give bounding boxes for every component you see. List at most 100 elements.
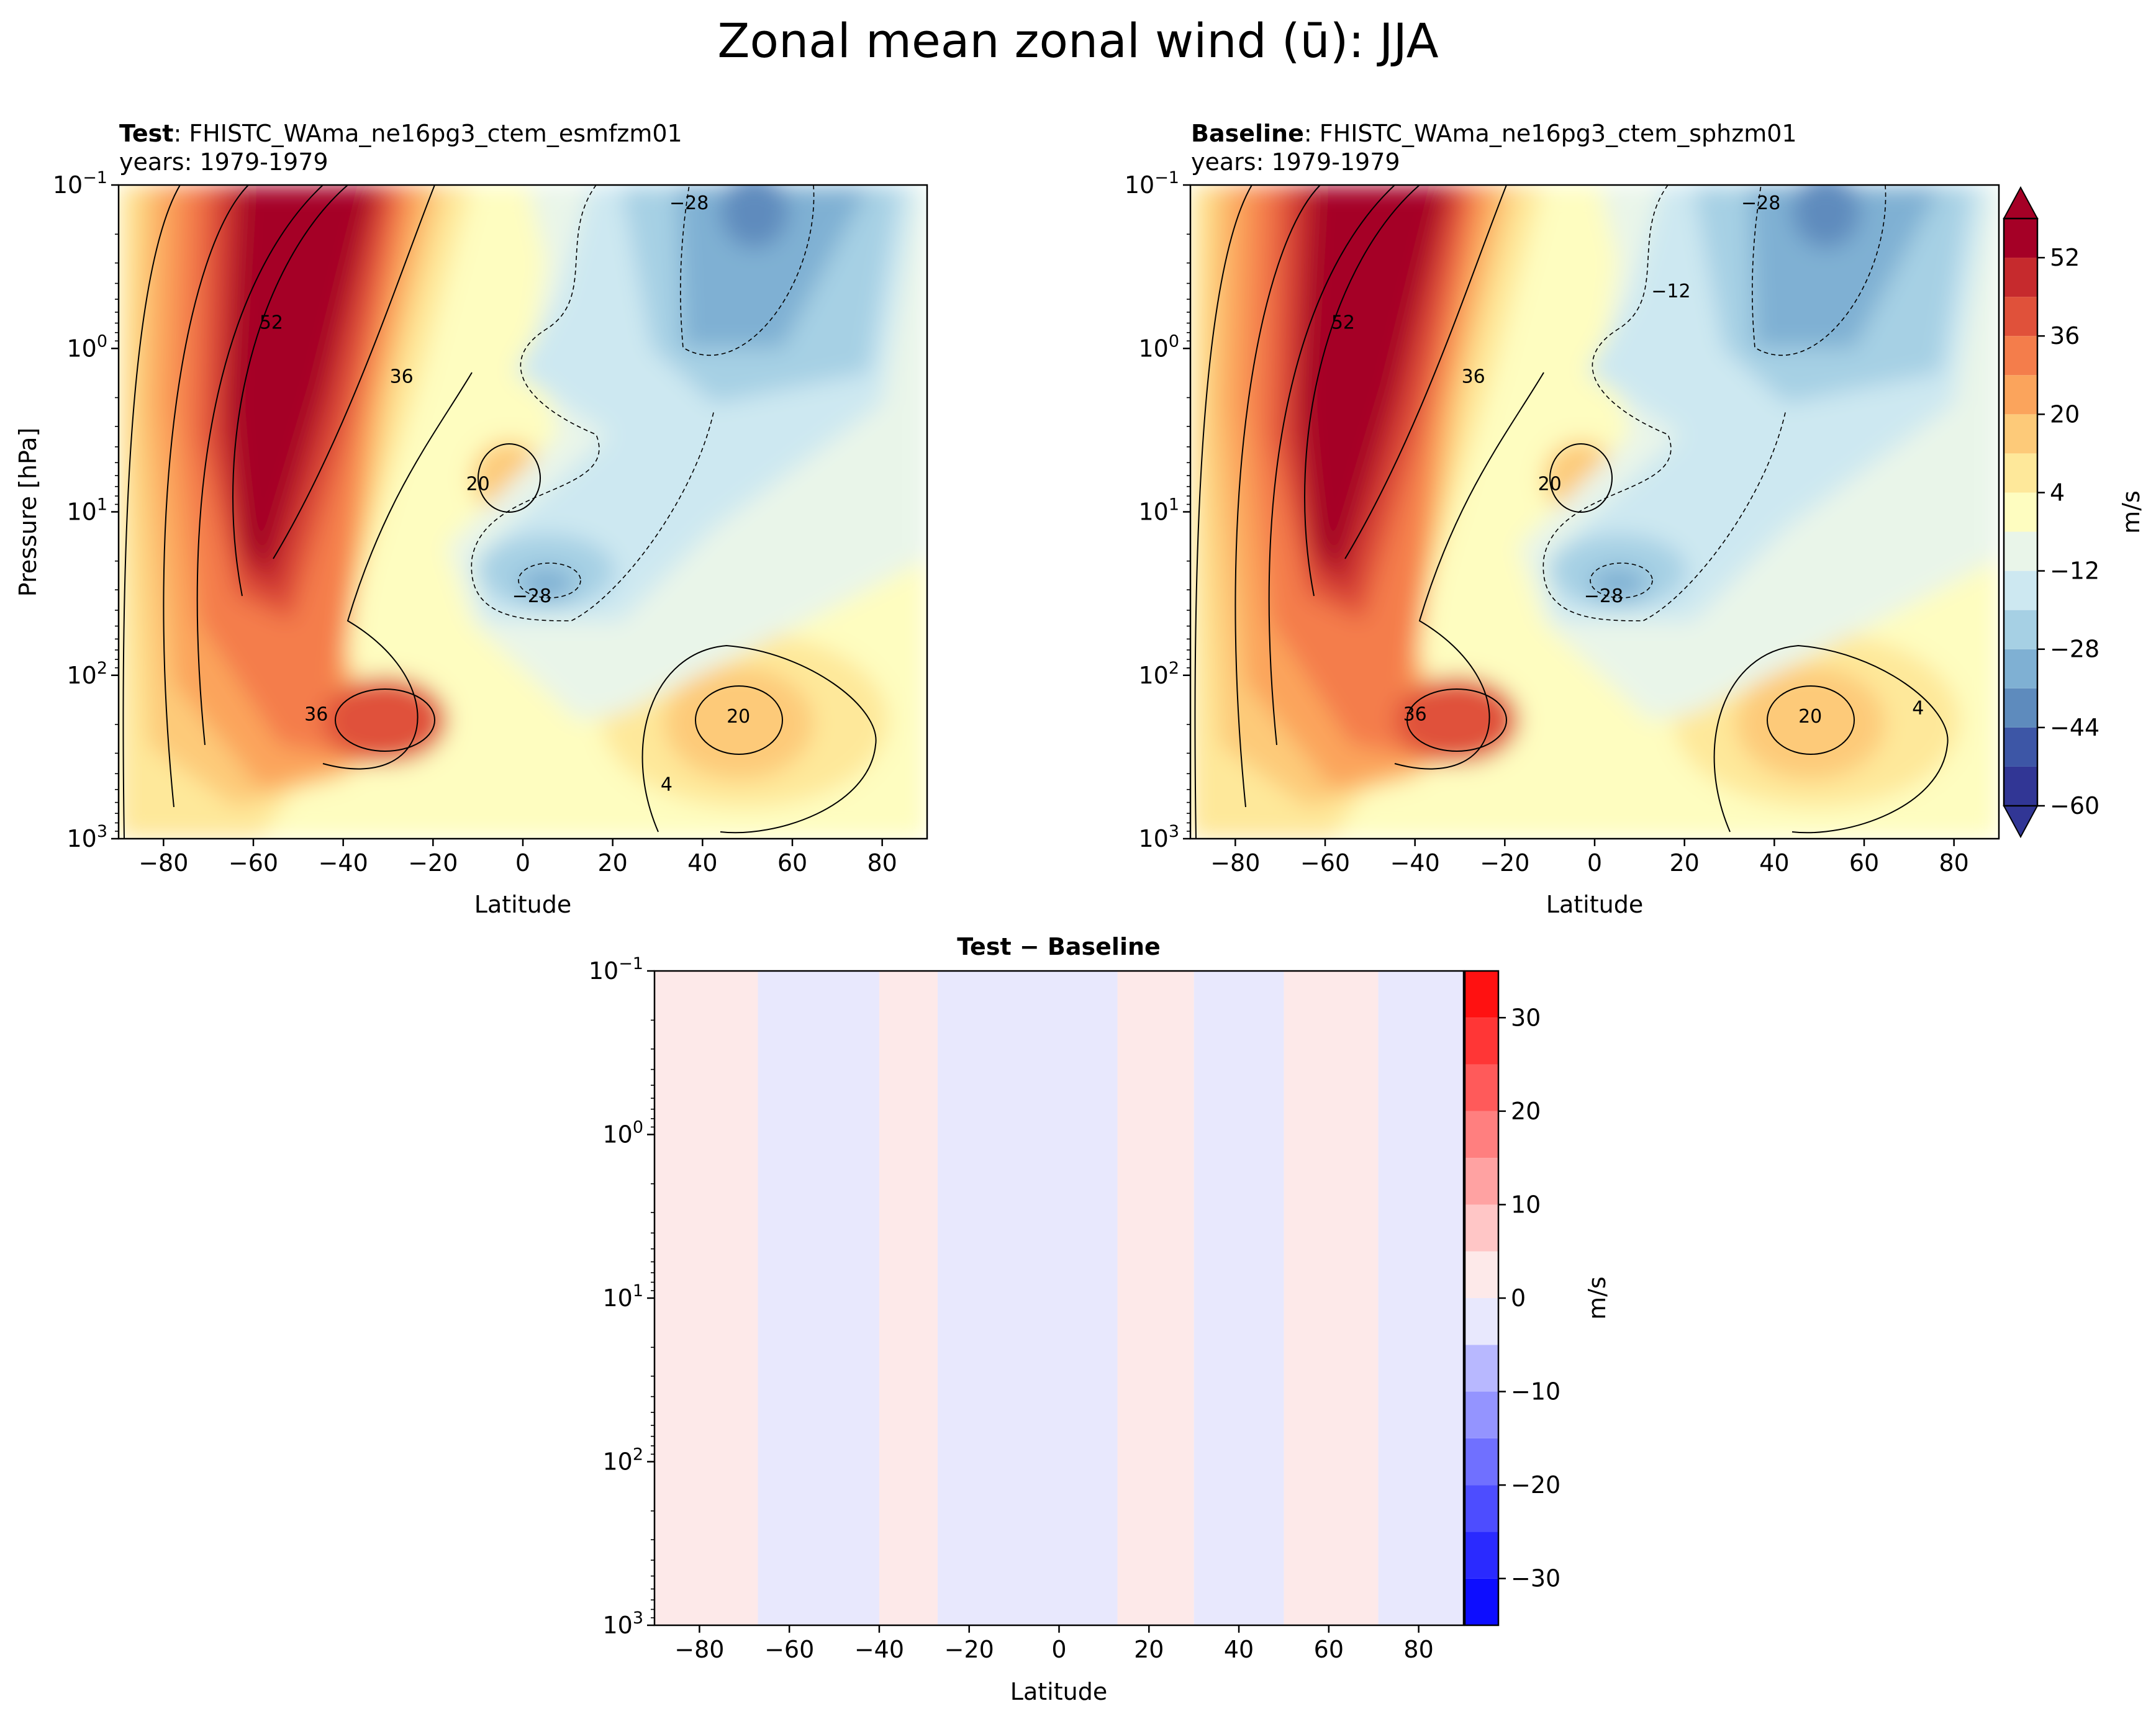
y-tick-base: 10	[1138, 335, 1168, 362]
y-tick-exp: −1	[83, 168, 107, 187]
y-tick-base: 10	[602, 1612, 632, 1639]
panel-test-ylabel: Pressure [hPa]	[14, 428, 42, 597]
y-tick-label: 100	[1138, 332, 1179, 362]
x-tick-label: 0	[1587, 849, 1602, 877]
colorbar-tick-label: −60	[2050, 792, 2099, 819]
contour-label: 52	[1331, 312, 1355, 333]
x-tick-label: −60	[764, 1636, 814, 1663]
colorbar-tick-label: 30	[1511, 1004, 1541, 1031]
x-tick-label: 80	[1403, 1636, 1433, 1663]
colorbar-segment	[2004, 453, 2037, 493]
difference-band	[1194, 971, 1284, 1625]
x-tick-label: 60	[1849, 849, 1879, 877]
contour-label: 36	[1403, 704, 1427, 726]
x-tick-label: 80	[1939, 849, 1968, 877]
colorbar-tick-label: 36	[2050, 322, 2080, 350]
colorbar-segment	[1465, 1204, 1498, 1252]
difference-band	[654, 971, 758, 1625]
contour-label: 4	[661, 774, 673, 796]
colorbar-tick-label: −10	[1511, 1378, 1560, 1405]
y-tick-label: 103	[602, 1608, 643, 1639]
colorbar-tick-label: 20	[1511, 1098, 1541, 1125]
y-tick-exp: 1	[97, 495, 107, 515]
contour-label: −28	[1741, 192, 1780, 214]
x-tick-label: 20	[1669, 849, 1699, 877]
y-tick-label: 10−1	[53, 168, 107, 199]
y-tick-base: 10	[1138, 499, 1168, 526]
colorbar-difference-label: m/s	[1583, 1276, 1611, 1320]
panel-test-field	[119, 185, 927, 839]
colorbar-segment	[2004, 531, 2037, 571]
contour-label: −12	[1651, 281, 1690, 302]
x-tick-label: −80	[1210, 849, 1260, 877]
y-tick-label: 101	[66, 495, 107, 526]
y-tick-label: 102	[66, 659, 107, 689]
panel-test-contour-labels: 52 36 20 −28 −28 36 20 4	[260, 192, 750, 796]
y-tick-label: 102	[1138, 659, 1179, 689]
x-tick-label: −60	[229, 849, 278, 877]
colorbar-segment	[2004, 649, 2037, 688]
difference-band	[938, 971, 1118, 1625]
y-tick-exp: 3	[1169, 822, 1179, 841]
colorbar-segment	[1465, 1345, 1498, 1392]
y-tick-base: 10	[1138, 825, 1168, 852]
x-tick-label: 80	[867, 849, 897, 877]
x-tick-label: 0	[515, 849, 530, 877]
colorbar-tick-label: 20	[2050, 400, 2080, 428]
x-tick-label: −80	[138, 849, 188, 877]
difference-band	[1117, 971, 1194, 1625]
colorbar-segment	[1465, 1391, 1498, 1438]
y-tick-label: 101	[602, 1281, 643, 1312]
y-tick-base: 10	[602, 1121, 632, 1148]
panel-baseline-title-prefix: Baseline	[1191, 120, 1304, 147]
panel-test-title: Test: FHISTC_WAma_ne16pg3_ctem_esmfzm01	[119, 120, 682, 147]
figure-title: Zonal mean zonal wind (ū): JJA	[717, 13, 1438, 68]
panel-baseline-x-ticks: −80 −60 −40 −20 0 20 40 60 80	[1210, 839, 1969, 877]
y-tick-label: 101	[1138, 495, 1179, 526]
y-tick-base: 10	[1125, 171, 1154, 199]
colorbar-segment	[2004, 219, 2037, 258]
colorbar-segment	[1465, 1064, 1498, 1111]
colorbar-tick-label: −44	[2050, 714, 2099, 741]
colorbar-tick-label: −12	[2050, 557, 2099, 585]
difference-band	[1378, 971, 1464, 1625]
panel-baseline-contour-labels: 52 36 20 −12 −28 −28 36 20 4	[1331, 192, 1924, 728]
x-tick-label: 0	[1051, 1636, 1066, 1663]
y-tick-exp: 0	[1169, 332, 1179, 351]
panel-baseline-title: Baseline: FHISTC_WAma_ne16pg3_ctem_sphzm…	[1191, 120, 1797, 147]
contour-label: 20	[466, 473, 490, 495]
panel-baseline-field	[1190, 174, 1999, 839]
x-tick-label: −40	[1390, 849, 1440, 877]
panel-baseline-title-case: : FHISTC_WAma_ne16pg3_ctem_sphzm01	[1304, 120, 1797, 147]
difference-band	[1284, 971, 1379, 1625]
y-tick-base: 10	[602, 1448, 632, 1476]
panel-test-title-case: : FHISTC_WAma_ne16pg3_ctem_esmfzm01	[173, 120, 682, 147]
y-tick-base: 10	[66, 825, 96, 852]
panel-difference-field	[654, 971, 1464, 1625]
colorbar-tick-label: −28	[2050, 636, 2099, 663]
colorbar-segment	[2004, 766, 2037, 806]
contour-label: −28	[669, 192, 709, 214]
contour-label: 36	[390, 366, 414, 388]
colorbar-segment	[1465, 1111, 1498, 1158]
x-tick-label: −80	[674, 1636, 724, 1663]
colorbar-extend-min	[2003, 805, 2039, 839]
colorbar-segment	[1465, 1017, 1498, 1065]
colorbar-segment	[2004, 414, 2037, 454]
panel-test-x-ticks: −80 −60 −40 −20 0 20 40 60 80	[138, 839, 897, 877]
colorbar-segment	[1465, 1578, 1498, 1625]
colorbar-tick-label: −30	[1511, 1565, 1560, 1592]
colorbar-tick-label: 4	[2050, 479, 2065, 506]
colorbar-segment	[1465, 1485, 1498, 1532]
contour-label: 36	[1462, 366, 1485, 388]
y-tick-exp: −1	[1154, 168, 1179, 187]
x-tick-label: 60	[1314, 1636, 1344, 1663]
colorbar-segment	[1465, 971, 1498, 1018]
colorbar-extend-max	[2003, 186, 2039, 219]
colorbar-segment	[2004, 610, 2037, 649]
y-tick-base: 10	[66, 335, 96, 362]
y-tick-exp: 2	[1169, 659, 1179, 678]
